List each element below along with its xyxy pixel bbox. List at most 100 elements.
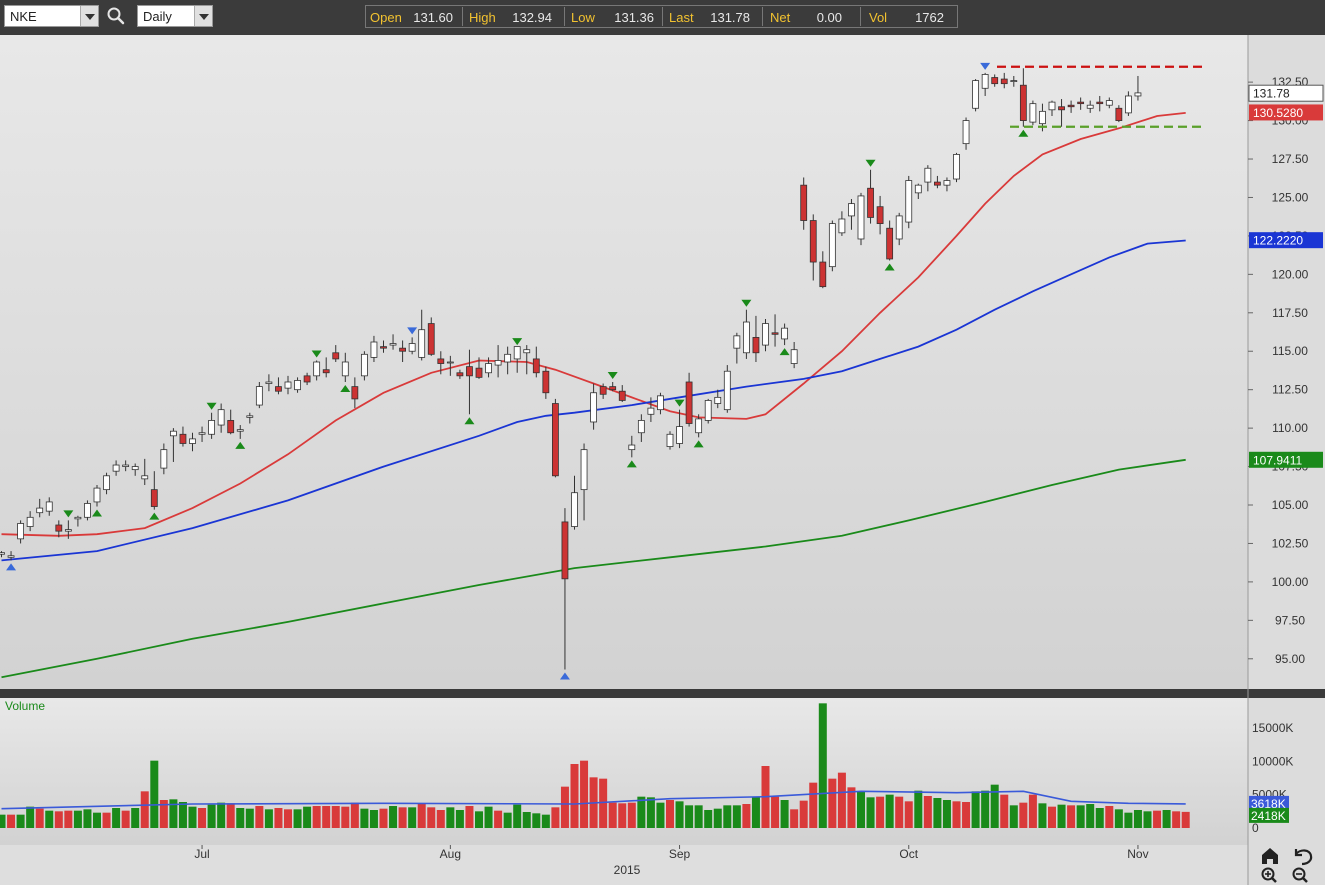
volume-bar bbox=[140, 791, 149, 828]
interval-select[interactable]: Daily bbox=[137, 5, 213, 27]
volume-bar bbox=[245, 808, 254, 828]
volume-bar bbox=[293, 809, 302, 828]
candle bbox=[427, 317, 435, 356]
volume-bar bbox=[436, 810, 445, 828]
candle bbox=[828, 220, 836, 272]
volume-bar bbox=[675, 801, 684, 828]
price-label-box bbox=[1249, 232, 1323, 249]
candle-body bbox=[351, 386, 359, 400]
candle-body bbox=[1125, 95, 1132, 114]
volume-average-box bbox=[1249, 795, 1289, 811]
candle bbox=[160, 443, 168, 475]
pane-divider[interactable] bbox=[0, 689, 1325, 698]
zoom-in-icon[interactable] bbox=[1261, 867, 1277, 883]
volume-bar bbox=[818, 703, 827, 828]
candle-body bbox=[399, 347, 407, 352]
candle bbox=[294, 377, 301, 393]
price-label: 107.9411 bbox=[1249, 451, 1323, 468]
candle-body bbox=[1048, 101, 1056, 111]
pivot-marker bbox=[407, 327, 418, 335]
price-tick-label: 117.50 bbox=[1272, 306, 1308, 320]
candle bbox=[446, 355, 454, 376]
interval-dropdown-icon[interactable] bbox=[194, 6, 212, 26]
candle bbox=[704, 398, 712, 424]
undo-icon[interactable] bbox=[1294, 849, 1313, 866]
symbol-dropdown-icon[interactable] bbox=[80, 6, 98, 26]
volume-bar bbox=[513, 804, 522, 828]
volume-bar bbox=[704, 810, 713, 828]
volume-bar bbox=[551, 807, 560, 828]
candle-body bbox=[905, 180, 913, 223]
candle-body bbox=[255, 386, 263, 406]
candle-body bbox=[876, 206, 884, 225]
candle bbox=[504, 346, 512, 375]
symbol-value: NKE bbox=[10, 9, 37, 24]
candle-body bbox=[150, 489, 158, 507]
candle-body bbox=[427, 323, 435, 355]
volume-bar bbox=[981, 790, 990, 828]
candle-body bbox=[1029, 103, 1037, 123]
volume-bar bbox=[895, 796, 904, 828]
candle-body bbox=[26, 516, 34, 527]
candle-body bbox=[7, 555, 15, 558]
candle-body bbox=[647, 407, 655, 415]
pivot-marker bbox=[674, 399, 685, 407]
volume-bar bbox=[790, 809, 799, 828]
pivot-marker bbox=[884, 263, 895, 271]
candle bbox=[1077, 97, 1085, 110]
price-tick-label: 112.50 bbox=[1272, 383, 1308, 397]
candle bbox=[599, 383, 607, 399]
candle bbox=[542, 366, 550, 399]
candle-body bbox=[532, 358, 540, 374]
price-tick-label: 100.00 bbox=[1272, 575, 1309, 589]
candle bbox=[848, 199, 855, 230]
moving-average-line bbox=[1, 112, 1186, 537]
volume-bar bbox=[398, 807, 407, 828]
price-label-box bbox=[1249, 104, 1323, 121]
volume-bar bbox=[1181, 811, 1190, 828]
candle bbox=[84, 500, 91, 521]
pivot-marker bbox=[779, 348, 790, 356]
volume-bar bbox=[369, 810, 378, 828]
volume-bar bbox=[494, 810, 503, 828]
candle bbox=[437, 351, 445, 375]
candle-body bbox=[752, 336, 760, 354]
vol-label: Vol bbox=[869, 10, 888, 25]
volume-bar bbox=[475, 811, 483, 828]
candle bbox=[743, 309, 750, 359]
volume-bar bbox=[178, 802, 187, 828]
volume-bar bbox=[1133, 810, 1142, 828]
volume-bar bbox=[742, 804, 751, 828]
candle bbox=[733, 332, 741, 364]
candle bbox=[389, 334, 397, 350]
candle bbox=[800, 177, 808, 230]
candle-body bbox=[141, 475, 149, 480]
candle bbox=[208, 412, 216, 439]
volume-bar bbox=[1000, 794, 1009, 828]
pivot-marker bbox=[92, 509, 102, 517]
volume-bar bbox=[1124, 812, 1133, 828]
candle-body bbox=[666, 433, 674, 447]
home-icon[interactable] bbox=[1262, 848, 1278, 864]
volume-bar bbox=[637, 796, 646, 828]
volume-bar bbox=[484, 806, 493, 828]
symbol-input[interactable]: NKE bbox=[4, 5, 99, 27]
candle-body bbox=[886, 227, 894, 260]
price-label-box bbox=[1249, 451, 1323, 468]
volume-bar bbox=[417, 804, 426, 828]
month-label: Aug bbox=[440, 847, 461, 861]
candle-body bbox=[1039, 110, 1046, 125]
candle-body bbox=[685, 381, 693, 424]
volume-bar bbox=[809, 782, 818, 828]
candle bbox=[179, 426, 187, 447]
candle-body bbox=[475, 367, 483, 378]
magnifier-icon[interactable] bbox=[106, 6, 126, 26]
candle-body bbox=[848, 203, 855, 217]
candle bbox=[169, 428, 177, 462]
candle-body bbox=[934, 181, 941, 186]
zoom-out-icon[interactable] bbox=[1292, 867, 1308, 883]
candle-body bbox=[513, 346, 521, 360]
candle-body bbox=[914, 184, 922, 194]
